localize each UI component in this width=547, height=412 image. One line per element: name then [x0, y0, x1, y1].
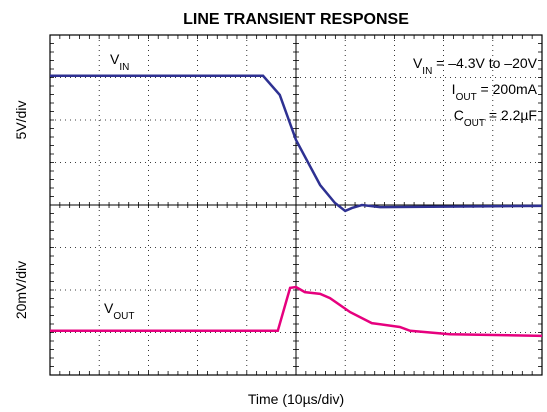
annotation-part: V: [413, 55, 423, 71]
series-label-part: IN: [119, 62, 129, 73]
series-label: VIN: [110, 51, 129, 73]
annotation-part: OUT: [456, 92, 477, 103]
annotation-part: = –4.3V to –20V: [432, 55, 537, 71]
y-axis-label: 5V/div: [13, 101, 29, 140]
annotation-part: = 200mA: [477, 81, 538, 97]
y-axis-label: 20mV/div: [13, 261, 29, 319]
annotation-part: IN: [422, 66, 432, 77]
annotation-part: = 2.2µF: [485, 107, 537, 123]
series-label-part: V: [104, 300, 114, 316]
series-label-part: OUT: [113, 311, 134, 322]
series-label: VOUT: [104, 300, 134, 322]
annotation-part: OUT: [464, 118, 485, 129]
series-line: [50, 74, 543, 213]
annotation: VIN = –4.3V to –20V: [413, 55, 538, 77]
annotation: IOUT = 200mA: [452, 81, 538, 103]
annotation: COUT = 2.2µF: [454, 107, 537, 129]
chart-title: LINE TRANSIENT RESPONSE: [183, 11, 409, 28]
annotation-part: I: [452, 81, 456, 97]
series-label-part: V: [110, 51, 120, 67]
series-line: [50, 285, 543, 338]
x-axis-label: Time (10µs/div): [248, 391, 344, 407]
annotation-part: C: [454, 107, 464, 123]
